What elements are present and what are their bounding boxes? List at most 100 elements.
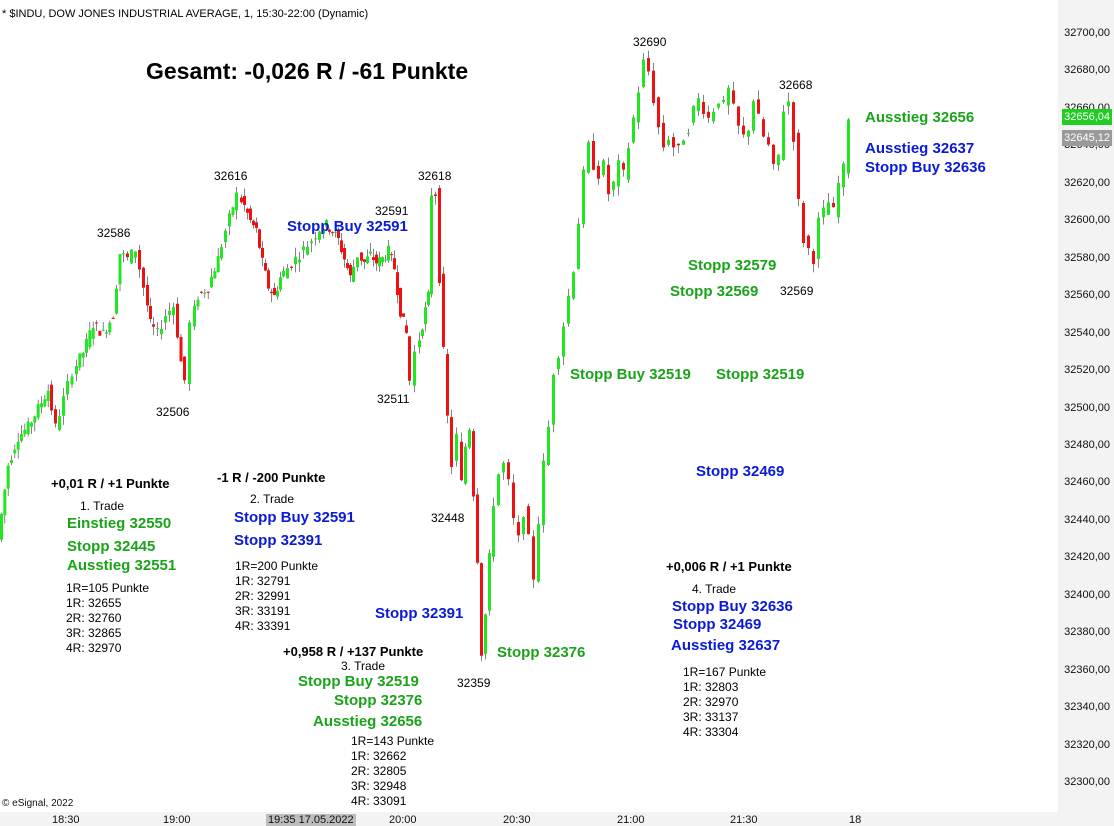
time-axis[interactable]: 18:30 19:00 19:35 17.05.2022 20:00 20:30… [0, 812, 1114, 826]
trade-target: 1R: 32662 [351, 749, 407, 763]
candle-body [88, 330, 92, 348]
candle-body [115, 288, 118, 314]
candle-body [682, 140, 685, 145]
candle-body [366, 256, 369, 264]
candle-body [156, 328, 159, 330]
candle-body [742, 125, 745, 135]
candle-body [737, 106, 740, 126]
candle-body [188, 322, 191, 384]
annotation-stopp-buy: Stopp Buy 32591 [287, 218, 408, 235]
candle-body [16, 441, 20, 450]
candle-body [149, 305, 152, 319]
candle-body [40, 403, 43, 408]
candle-body [231, 207, 235, 216]
candle-body [356, 257, 359, 268]
candle-body [261, 247, 264, 258]
candle-body [216, 256, 220, 273]
candle-body [220, 247, 223, 259]
candle-body [273, 287, 276, 295]
candle-body [70, 376, 74, 385]
candlestick-chart[interactable] [0, 0, 1058, 812]
trade-target: 3R: 33137 [683, 710, 739, 724]
annotation-ausstieg: Ausstieg 32656 [865, 109, 975, 126]
price-label: 32359 [457, 676, 491, 690]
candle-body [587, 142, 590, 173]
time-label: 20:30 [503, 814, 531, 826]
candle-body [318, 231, 321, 240]
price-tick-label: 32360,00 [1064, 663, 1110, 676]
candle-body [298, 259, 301, 263]
trade-target: 2R: 32991 [235, 589, 291, 603]
candle-body [20, 434, 23, 441]
candle-body [484, 614, 487, 654]
candle-body [732, 90, 735, 104]
price-tick-label: 32440,00 [1064, 513, 1110, 526]
candle-body [427, 291, 430, 305]
candle-body [460, 441, 463, 481]
candle-body [0, 513, 3, 540]
price-tick-label: 32480,00 [1064, 438, 1110, 451]
candle-body [172, 306, 175, 316]
candle-body [306, 246, 309, 255]
candle-body [43, 399, 47, 407]
candle-body [777, 154, 780, 166]
price-tick-label: 32680,00 [1064, 64, 1110, 77]
candle-body [842, 163, 845, 188]
price-label: 32506 [156, 405, 190, 419]
price-tick-label: 32320,00 [1064, 738, 1110, 751]
candle-body [282, 270, 285, 277]
candle-body [78, 353, 82, 368]
candle-body [402, 313, 405, 317]
candle-body [264, 263, 267, 271]
candle-body [399, 287, 402, 317]
candle-body [472, 431, 475, 497]
candle-body [235, 192, 238, 211]
candle-body [183, 356, 186, 381]
candle-body [134, 251, 137, 258]
price-tick-label: 32580,00 [1064, 251, 1110, 264]
candle-body [328, 229, 331, 232]
trade-line: Stopp 32445 [67, 538, 156, 555]
candle-body [602, 160, 605, 176]
candle-body [438, 188, 441, 284]
candle-body [224, 230, 227, 243]
candle-body [126, 253, 129, 258]
candle-body [246, 208, 249, 213]
candle-body [26, 421, 30, 435]
candle-body [532, 536, 535, 580]
time-label: 21:30 [730, 814, 758, 826]
annotation-stopp: Stopp 32391 [375, 605, 464, 622]
candle-body [179, 336, 183, 362]
candle-body [782, 111, 785, 160]
candle-body [228, 213, 231, 227]
candle-body [390, 254, 393, 256]
candle-body [577, 223, 580, 270]
candle-body [612, 181, 615, 190]
trade-target: 4R: 32970 [66, 641, 122, 655]
price-label: 32569 [780, 284, 814, 298]
trade-target: 1R=143 Punkte [351, 734, 435, 748]
annotation-stopp: Stopp 32469 [696, 463, 785, 480]
candle-body [597, 165, 600, 179]
candle-body [507, 462, 510, 480]
candle-body [378, 257, 381, 267]
price-tick-label: 32380,00 [1064, 626, 1110, 639]
price-axis[interactable]: 32700,0032680,0032660,0032640,0032620,00… [1058, 0, 1114, 812]
trade-result: +0,958 R / +137 Punkte [283, 644, 424, 659]
candle-body [164, 316, 167, 323]
candle-body [3, 489, 7, 516]
candle-body [480, 563, 483, 656]
trade-result: +0,01 R / +1 Punkte [51, 476, 170, 491]
trade-target: 1R: 32655 [66, 596, 122, 610]
candle-body [393, 258, 396, 270]
candle-body [346, 263, 349, 269]
candles-group [0, 50, 850, 662]
trade-line: Stopp Buy 32591 [234, 509, 355, 526]
candle-body [360, 252, 363, 261]
trade-target: 2R: 32970 [683, 695, 739, 709]
price-tick-label: 32600,00 [1064, 214, 1110, 227]
price-tick-label: 32420,00 [1064, 551, 1110, 564]
candle-body [258, 229, 261, 248]
candle-body [294, 256, 297, 265]
candle-body [488, 553, 491, 611]
